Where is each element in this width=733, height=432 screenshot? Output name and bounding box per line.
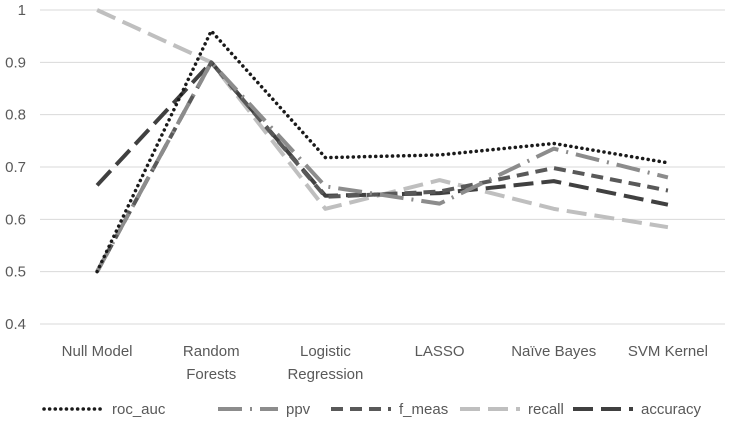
legend-item-f_meas: f_meas (331, 401, 448, 418)
legend-label: ppv (286, 401, 311, 418)
x-category-label: LASSO (415, 343, 465, 360)
x-category-label-line: Random (183, 343, 240, 360)
y-tick-label: 0.4 (5, 316, 26, 333)
x-category-label: Null Model (62, 343, 133, 360)
y-tick-label: 0.5 (5, 264, 26, 281)
x-category-label-line: Forests (186, 366, 236, 383)
legend-item-ppv: ppv (218, 401, 311, 418)
x-category-label-line: Naïve Bayes (511, 343, 596, 360)
x-category-label-line: LASSO (415, 343, 465, 360)
x-category-label: Naïve Bayes (511, 343, 596, 360)
legend-label: recall (528, 401, 564, 418)
y-tick-label: 0.8 (5, 107, 26, 124)
x-category-label: Logistic Regression (287, 343, 363, 383)
series-line-roc_auc (97, 31, 668, 272)
y-tick-label: 0.7 (5, 159, 26, 176)
x-category-label: SVM Kernel (628, 343, 708, 360)
series-lines (97, 10, 668, 272)
x-category-label: Random Forests (183, 343, 240, 383)
legend-label: f_meas (399, 401, 448, 418)
legend-item-recall: recall (460, 401, 564, 418)
series-line-accuracy (97, 62, 668, 204)
legend-label: accuracy (641, 401, 702, 418)
y-tick-label: 0.6 (5, 211, 26, 228)
y-tick-label: 0.9 (5, 54, 26, 71)
x-category-label-line: Null Model (62, 343, 133, 360)
y-tick-label: 1 (18, 2, 26, 19)
y-axis-ticks: 0.4 0.5 0.6 0.7 0.8 0.9 1 (5, 2, 26, 333)
x-axis-categories: Null Model Random Forests Logistic Regressio… (62, 343, 708, 383)
legend: roc_auc ppv f_meas recall accuracy (44, 401, 702, 418)
legend-label: roc_auc (112, 401, 166, 418)
legend-item-accuracy: accuracy (573, 401, 702, 418)
x-category-label-line: Logistic (300, 343, 351, 360)
x-category-label-line: SVM Kernel (628, 343, 708, 360)
legend-item-roc_auc: roc_auc (44, 401, 166, 418)
x-category-label-line: Regression (287, 366, 363, 383)
